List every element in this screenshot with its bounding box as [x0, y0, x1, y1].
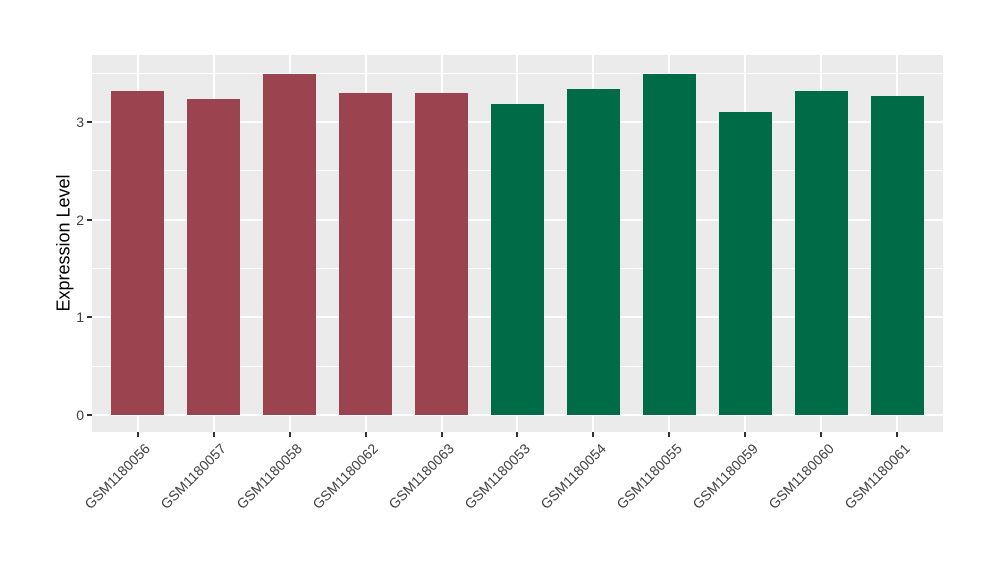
bar-GSM1180057 [187, 99, 241, 415]
bar-GSM1180053 [490, 104, 544, 415]
y-tick-label: 0 [76, 407, 84, 423]
bar-GSM1180060 [794, 90, 848, 415]
x-tick-label: GSM1180055 [613, 440, 686, 512]
x-tick-label: GSM1180054 [537, 440, 610, 512]
x-tick-mark [516, 432, 519, 437]
x-tick-label: GSM1180061 [841, 440, 913, 512]
bar-GSM1180056 [111, 90, 165, 415]
x-tick-label: GSM1180058 [233, 440, 306, 512]
bar-GSM1180062 [339, 92, 393, 415]
x-tick-mark [212, 432, 215, 437]
x-tick-label: GSM1180056 [81, 440, 154, 512]
y-tick-label: 2 [76, 211, 84, 228]
y-axis-title: Expression Level [53, 174, 74, 312]
x-tick-mark [364, 432, 367, 437]
x-tick-label: GSM1180063 [385, 440, 458, 512]
bar-GSM1180058 [263, 74, 317, 415]
x-tick-label: GSM1180059 [689, 440, 762, 512]
x-tick-label: GSM1180062 [309, 440, 382, 512]
bar-GSM1180059 [718, 112, 772, 415]
bar-GSM1180061 [870, 95, 924, 415]
y-tick-mark [87, 316, 92, 319]
x-tick-label: GSM1180053 [461, 440, 534, 512]
y-tick-mark [87, 414, 92, 416]
x-tick-mark [440, 432, 443, 437]
x-tick-label: GSM1180057 [157, 440, 230, 512]
x-tick-mark [744, 432, 747, 437]
x-tick-mark [136, 432, 139, 437]
bar-GSM1180055 [642, 74, 696, 415]
y-tick-mark [87, 218, 92, 221]
y-tick-mark [87, 120, 92, 123]
x-tick-mark [896, 432, 899, 437]
x-tick-mark [592, 432, 595, 437]
x-tick-label: GSM1180060 [765, 440, 838, 512]
y-tick-label: 3 [76, 113, 84, 130]
x-tick-mark [668, 432, 671, 437]
x-tick-mark [288, 432, 291, 437]
plot-panel [92, 55, 943, 432]
bar-GSM1180063 [415, 92, 468, 415]
x-tick-mark [820, 432, 823, 437]
y-tick-label: 1 [76, 309, 84, 326]
bar-GSM1180054 [566, 88, 620, 415]
